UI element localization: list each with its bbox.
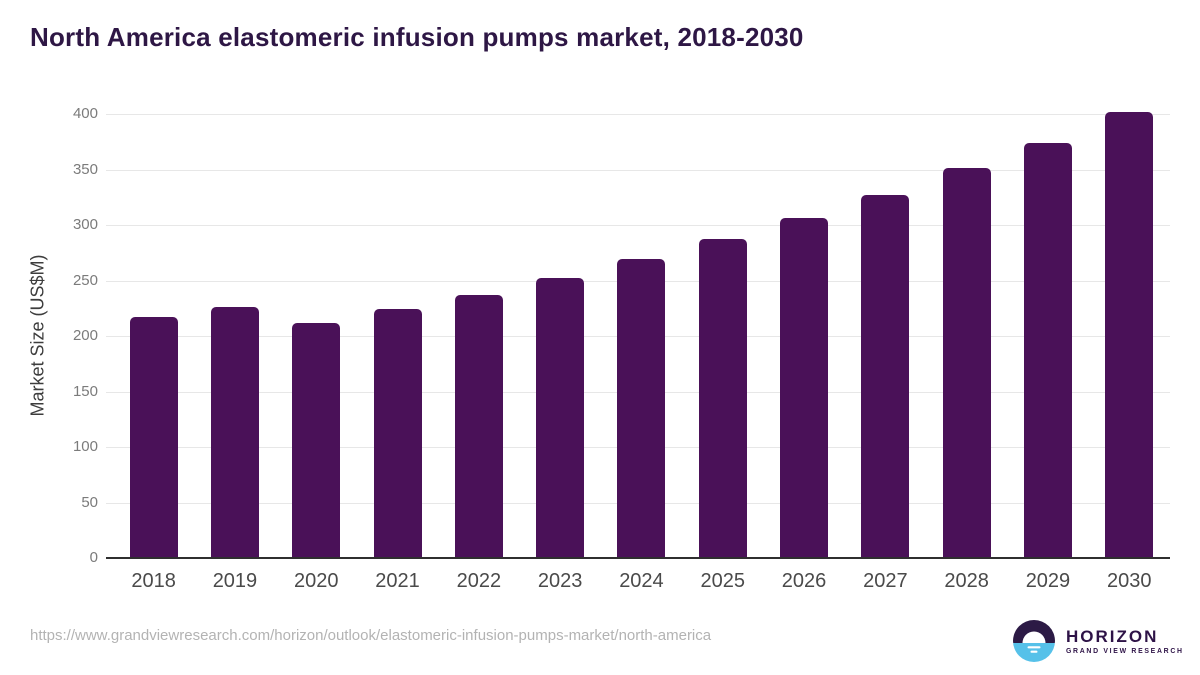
y-tick-label: 150 [72,382,98,400]
chart-title: North America elastomeric infusion pumps… [30,22,804,52]
x-tick-label-2023: 2023 [537,570,583,592]
y-tick-label: 100 [72,438,98,455]
y-tick-label: 400 [72,105,98,122]
x-tick-label-2022: 2022 [456,570,502,592]
x-tick-label-2029: 2029 [1025,570,1071,592]
logo-subtitle: GRAND VIEW RESEARCH [1066,647,1184,655]
bar-2022 [454,294,503,558]
y-tick-label: 50 [81,493,98,511]
x-tick-label-2026: 2026 [781,570,827,592]
bar-2023 [536,278,585,558]
bar-2030 [1105,111,1154,558]
gridline [106,225,1170,226]
bar-2020 [292,322,341,558]
y-tick-label: 250 [72,271,98,289]
x-tick-label-2024: 2024 [619,570,664,592]
source-url: https://www.grandviewresearch.com/horizo… [30,627,712,644]
gridline [106,114,1170,115]
y-tick-label: 300 [72,216,98,233]
x-tick-label-2021: 2021 [375,570,420,592]
y-tick-label: 200 [72,327,98,344]
bar-2019 [211,307,259,558]
brand-logo: HORIZON GRAND VIEW RESEARCH [1013,620,1184,662]
bar-2018 [129,317,178,558]
horizon-logo-icon [1013,620,1055,662]
y-tick-label: 350 [72,160,98,178]
x-tick-label-2018: 2018 [131,570,176,592]
x-tick-label-2025: 2025 [700,570,745,592]
x-tick-label-2019: 2019 [212,570,258,592]
bar-2028 [942,168,991,558]
bar-2024 [617,259,666,558]
bar-2025 [698,239,747,558]
y-tick-label: 0 [89,549,98,566]
logo-text: HORIZON GRAND VIEW RESEARCH [1066,626,1184,655]
x-tick-label-2020: 2020 [293,570,339,592]
bar-2027 [861,195,910,558]
x-tick-label-2027: 2027 [863,570,908,592]
bar-2021 [373,309,422,558]
x-tick-label-2030: 2030 [1106,570,1152,592]
bar-2026 [780,218,828,558]
bar-2029 [1023,142,1072,558]
x-axis-baseline [106,557,1170,559]
x-tick-label-2028: 2028 [944,570,989,592]
gridline [106,169,1170,171]
logo-name: HORIZON [1066,626,1159,646]
